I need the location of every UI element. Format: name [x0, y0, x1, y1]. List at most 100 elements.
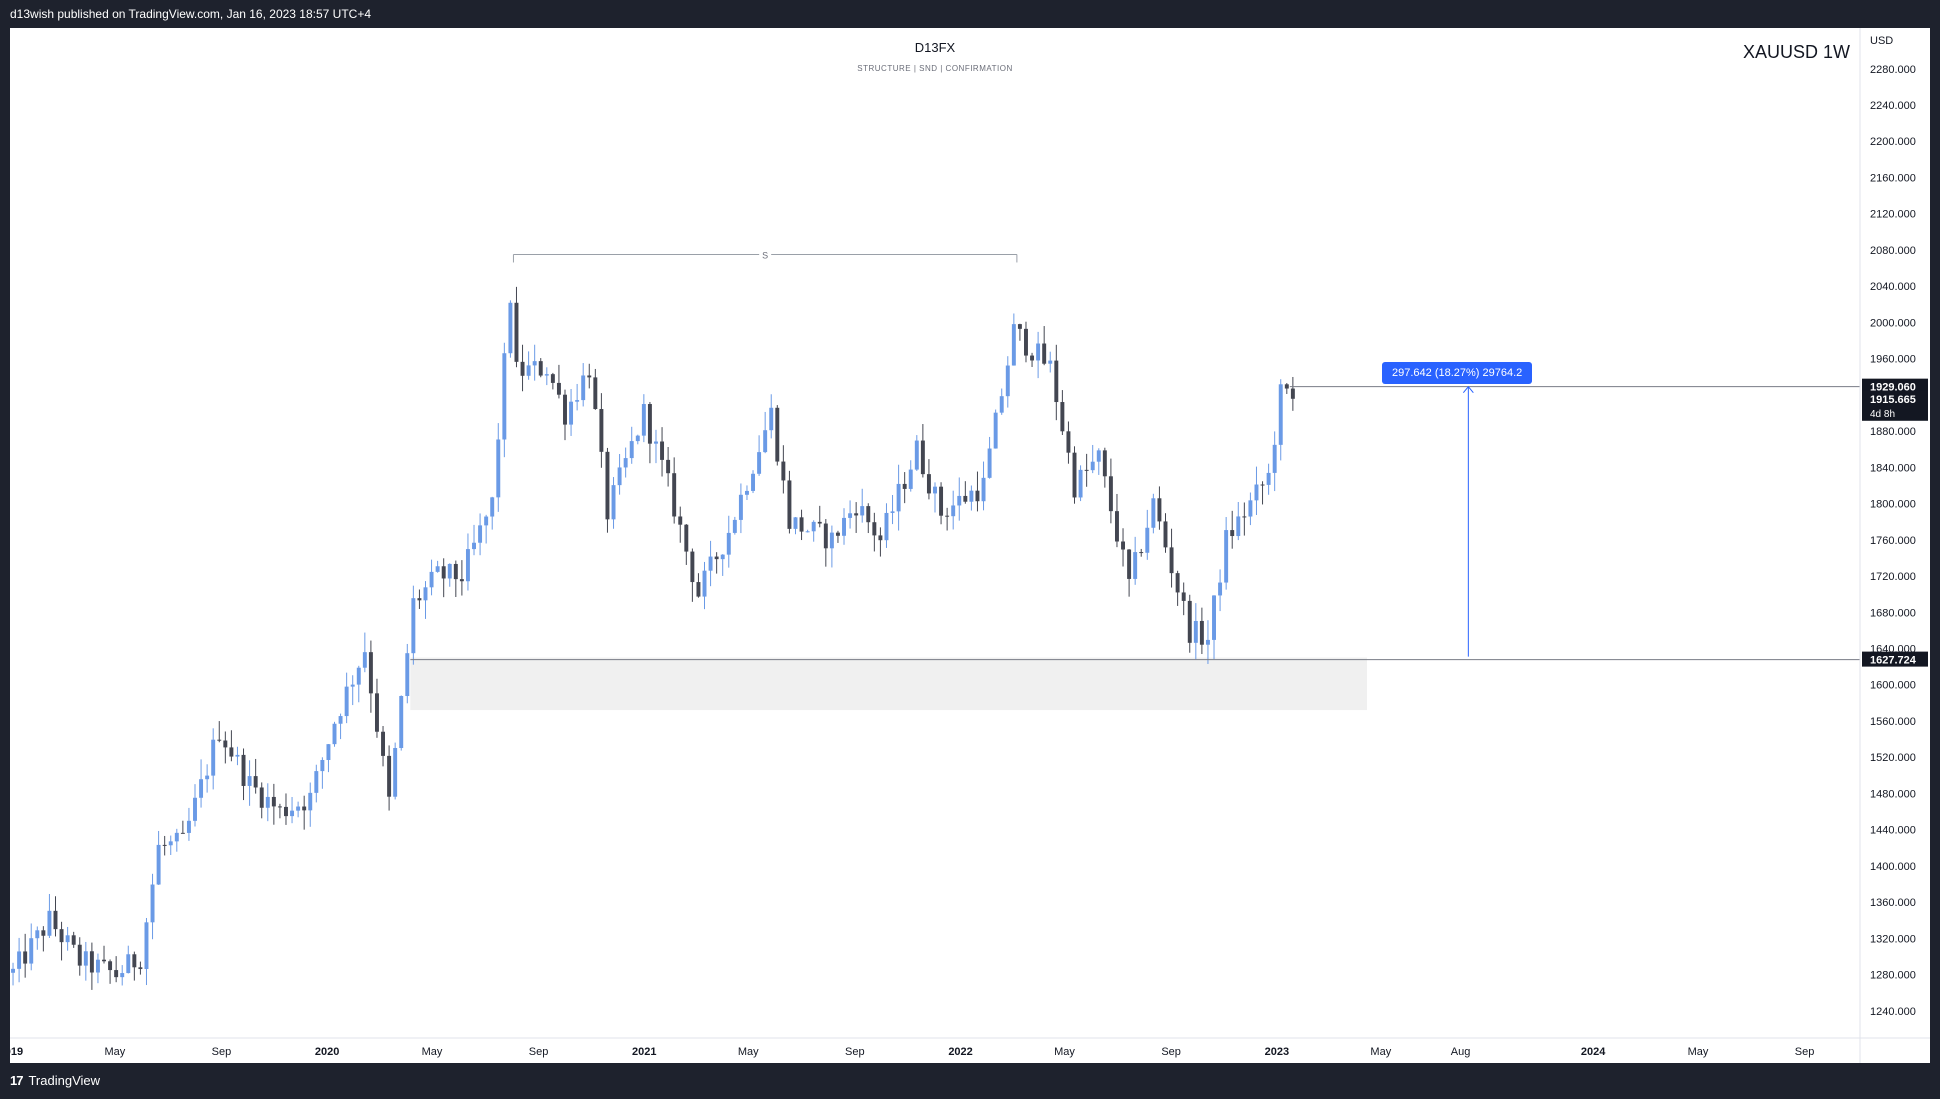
candle-body: [660, 441, 665, 460]
candle-body: [939, 486, 944, 516]
candle-body: [1193, 620, 1198, 643]
y-tick-label: 1320.000: [1870, 933, 1916, 945]
candle-body: [926, 474, 931, 494]
y-tick-label: 2040.000: [1870, 281, 1916, 293]
candle-body: [362, 652, 367, 668]
candle-body: [47, 910, 52, 936]
candle-body: [138, 967, 143, 970]
candle-body: [635, 435, 640, 442]
candle-body: [83, 951, 88, 966]
y-tick-label: 2080.000: [1870, 245, 1916, 257]
candle-body: [1096, 450, 1101, 462]
candle-body: [550, 374, 555, 383]
candle-body: [854, 513, 859, 516]
candle-body: [569, 401, 574, 425]
candle-body: [344, 686, 349, 717]
candle-body: [1011, 324, 1016, 366]
y-tick-label: 2160.000: [1870, 172, 1916, 184]
candle-body: [1266, 472, 1271, 485]
candle-body: [702, 570, 707, 597]
current-price-tag-bg: [1862, 390, 1928, 421]
x-tick-label: Aug: [1451, 1046, 1471, 1058]
x-tick-label: 2022: [948, 1046, 972, 1058]
candle-body: [993, 412, 998, 449]
candle-body: [308, 792, 313, 811]
candle-body: [1236, 516, 1241, 537]
candle-body: [1199, 620, 1204, 645]
candle-body: [666, 459, 671, 474]
candle-body: [387, 755, 392, 797]
y-tick-label: 1840.000: [1870, 462, 1916, 474]
candle-body: [120, 973, 125, 978]
candle-body: [429, 571, 434, 588]
y-tick-label: 1760.000: [1870, 535, 1916, 547]
candle-body: [205, 775, 210, 780]
candle-body: [829, 532, 834, 549]
y-tick-label: 1960.000: [1870, 354, 1916, 366]
candle-body: [89, 951, 94, 973]
candlestick-chart[interactable]: S USD 1240.000 1280.000 1320.000 1360.000 1400…: [10, 28, 1930, 1063]
candle-body: [514, 302, 519, 362]
candle-body: [987, 448, 992, 478]
y-tick-label: 1600.000: [1870, 680, 1916, 692]
candle-body: [132, 954, 137, 968]
candle-body: [144, 922, 149, 970]
candle-body: [193, 797, 197, 821]
candle-body: [95, 959, 100, 973]
y-tick-label: 2240.000: [1870, 100, 1916, 112]
y-tick-label: 2200.000: [1870, 136, 1916, 148]
candle-body: [253, 776, 258, 788]
x-tick-label: 2021: [632, 1046, 656, 1058]
y-tick-label: 1720.000: [1870, 571, 1916, 583]
candle-body: [277, 806, 282, 808]
candle-body: [738, 494, 743, 520]
candle-body: [368, 652, 373, 694]
candle-body: [23, 951, 28, 964]
y-tick-label: 1680.000: [1870, 607, 1916, 619]
candle-body: [259, 787, 264, 808]
candle-body: [623, 458, 628, 468]
candle-body: [872, 522, 877, 536]
candle-body: [532, 361, 537, 366]
candle-body: [156, 844, 161, 885]
candle-body: [1260, 484, 1265, 486]
candle-body: [817, 521, 822, 524]
candle-body: [1242, 516, 1247, 518]
candle-body: [29, 938, 34, 964]
candle-body: [933, 486, 937, 494]
current-price-tag: 1915.665: [1870, 394, 1916, 406]
candle-body: [896, 483, 901, 512]
tradingview-brand: TradingView: [28, 1073, 101, 1088]
candle-body: [35, 930, 40, 939]
candle-body: [999, 396, 1004, 413]
candle-body: [374, 693, 379, 732]
chart-pane[interactable]: S USD 1240.000 1280.000 1320.000 1360.000 1400…: [10, 28, 1930, 1063]
candle-body: [508, 302, 513, 354]
tradingview-logo[interactable]: 17 TradingView: [10, 1073, 100, 1088]
level-price-tag-lower-bg: [1862, 651, 1928, 667]
candle-body: [496, 439, 501, 498]
candle-body: [860, 506, 865, 516]
candle-body: [447, 563, 452, 579]
y-tick-label: 1360.000: [1870, 897, 1916, 909]
candle-body: [1248, 500, 1253, 517]
candle-body: [617, 467, 622, 486]
candle-body: [781, 461, 786, 481]
structure-label-bg: [759, 248, 772, 261]
candle-body: [1163, 521, 1168, 548]
x-tick-label: Sep: [845, 1046, 865, 1058]
y-tick-label: 1560.000: [1870, 716, 1916, 728]
candle-body: [1145, 527, 1150, 553]
candle-body: [775, 407, 780, 462]
y-tick-label: 2120.000: [1870, 209, 1916, 221]
chart-subtitle: STRUCTURE | SND | CONFIRMATION: [857, 64, 1013, 73]
footer-bar: 17 TradingView: [0, 1063, 1940, 1099]
candle-body: [647, 404, 652, 444]
y-tick-label: 1400.000: [1870, 861, 1916, 873]
candle-body: [908, 469, 913, 489]
candle-body: [108, 961, 113, 971]
candle-body: [1066, 431, 1071, 453]
candle-body: [271, 796, 276, 807]
candle-body: [951, 505, 956, 517]
candle-body: [835, 532, 840, 536]
